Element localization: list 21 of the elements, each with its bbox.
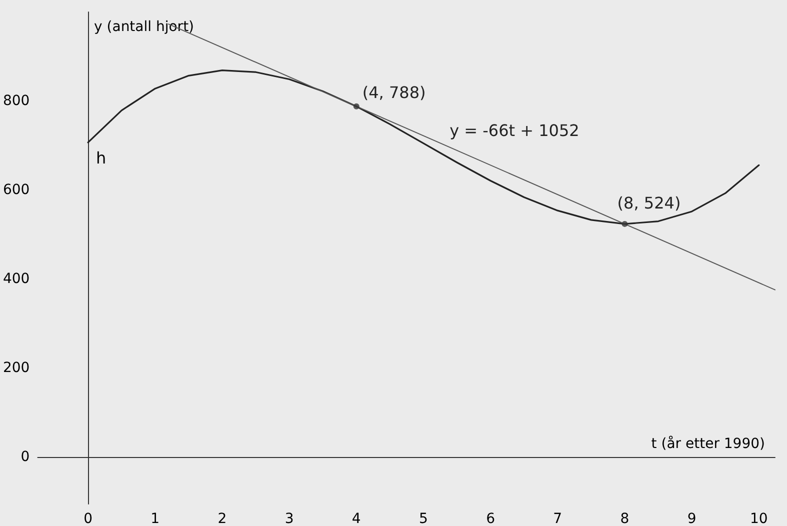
y-tick-label: 600 (2, 182, 30, 198)
y-tick-label: 200 (2, 360, 30, 376)
y-tick-label: 400 (2, 271, 30, 288)
x-tick-label: 3 (284, 511, 294, 526)
x-tick-label: 6 (486, 511, 496, 526)
x-tick-label: 5 (419, 511, 428, 526)
x-tick-label: 0 (84, 511, 92, 526)
x-tick-label: 7 (553, 511, 562, 526)
annotation: y = -66t + 1052 (450, 121, 580, 140)
x-tick-label: 9 (687, 511, 696, 526)
x-tick-label: 10 (750, 511, 768, 526)
x-tick-label: 1 (150, 511, 160, 526)
x-tick-label: 2 (218, 511, 227, 526)
x-axis-title: t (år etter 1990) (651, 435, 765, 452)
x-tick-label: 8 (620, 511, 630, 526)
x-tick-label: 4 (352, 511, 361, 526)
annotation: (8, 524) (617, 193, 681, 212)
annotation: (4, 788) (362, 82, 426, 102)
y-tick-label: 0 (20, 449, 30, 466)
y-tick-label: 800 (2, 93, 30, 110)
annotation: h (96, 148, 106, 168)
